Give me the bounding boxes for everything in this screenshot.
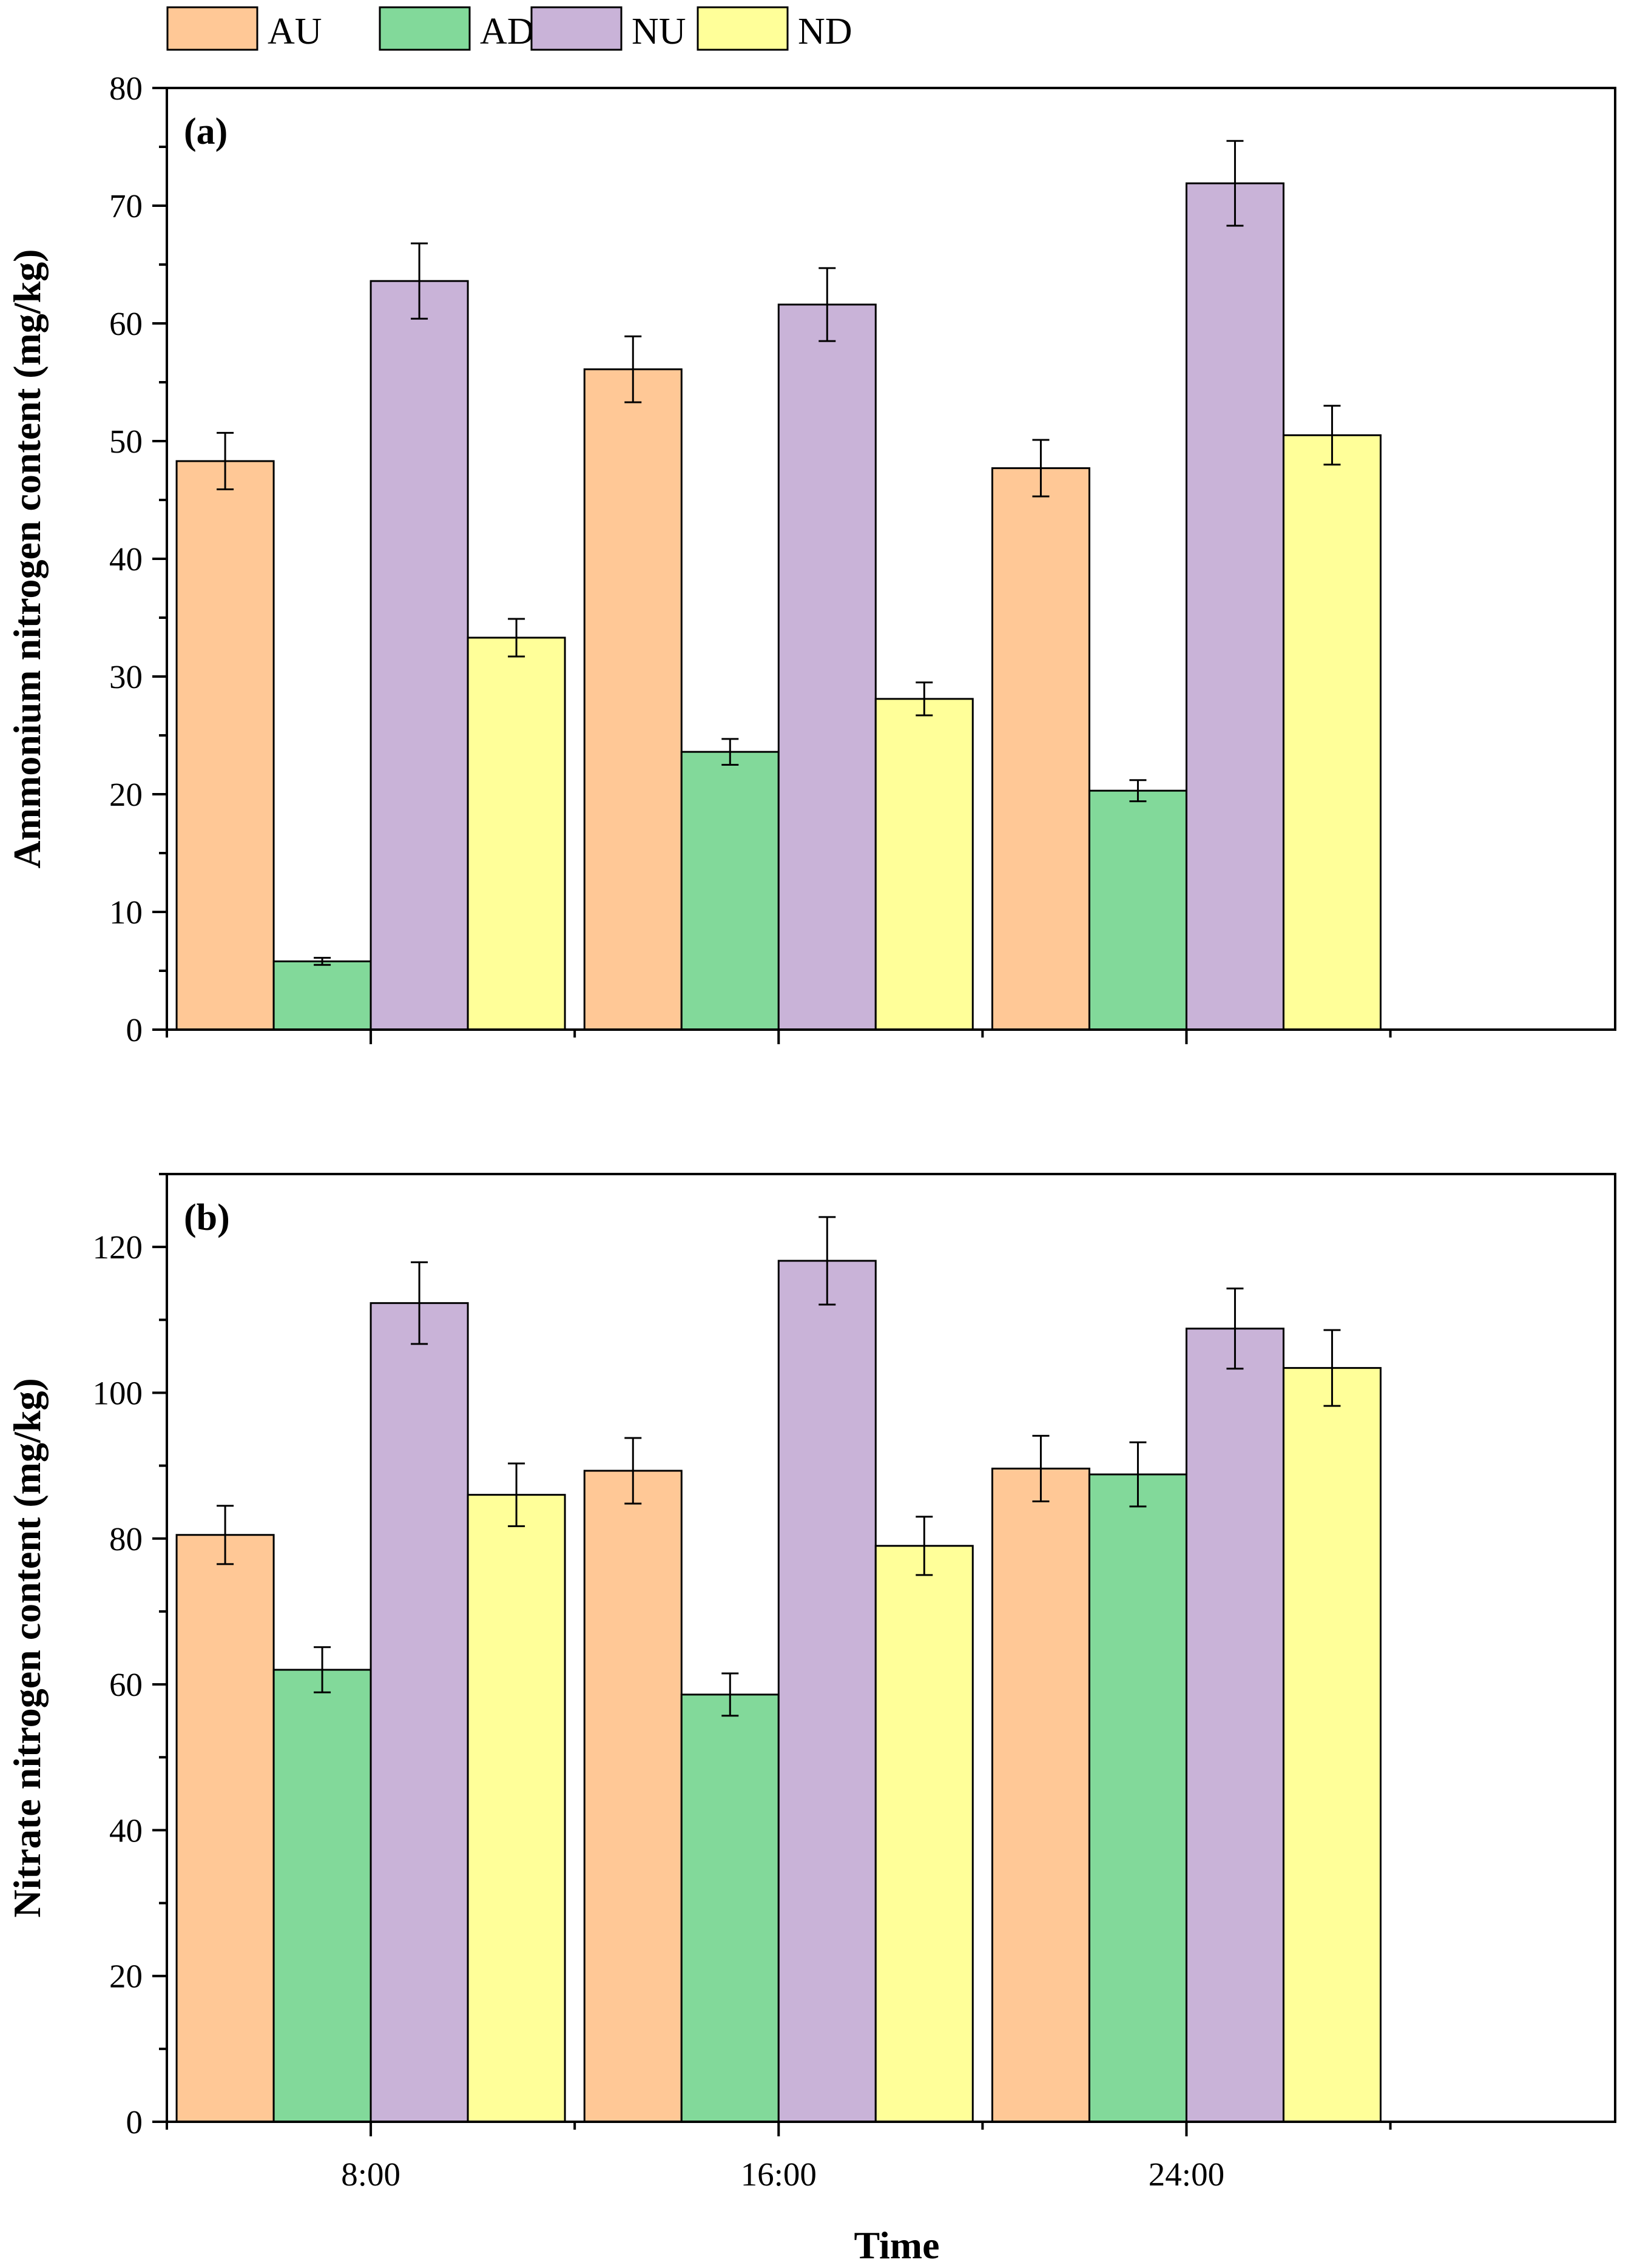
bar-nu-24-00	[1185, 182, 1284, 1031]
y-tick-label: 10	[109, 894, 143, 931]
bar-nd-8-00	[467, 1494, 566, 2123]
y-tick-label: 50	[109, 423, 143, 460]
legend-swatch-nu	[530, 6, 623, 51]
legend-label-ad: AD	[480, 11, 535, 52]
panel-label: (a)	[184, 111, 228, 152]
y-tick-label: 100	[93, 1374, 143, 1411]
x-tick-label-16-00: 16:00	[741, 2156, 817, 2193]
y-tick-label: 80	[109, 1520, 143, 1558]
bar-au-24-00	[991, 467, 1090, 1031]
bar-nu-16-00	[777, 1260, 877, 2123]
legend-swatch-au	[166, 6, 258, 51]
panel-a: 0 10 20 30 40 50 60 70 80 (a) Ammonium nitrogen co…	[5, 70, 1616, 1048]
bar-nd-24-00	[1282, 1367, 1382, 2123]
x-tick-label-24-00: 24:00	[1149, 2156, 1224, 2193]
bar-ad-8-00	[272, 1669, 372, 2123]
y-tick-label: 40	[109, 1812, 143, 1849]
bar-ad-8-00	[272, 960, 372, 1031]
bar-ad-24-00	[1088, 789, 1187, 1031]
legend: AU AD NU ND	[166, 6, 852, 52]
bar-au-24-00	[991, 1467, 1090, 2123]
y-axis-title: Ammonium nitrogen content (mg/kg)	[5, 249, 49, 869]
bar-au-16-00	[583, 1470, 683, 2123]
bar-ad-24-00	[1088, 1473, 1187, 2123]
legend-label-nd: ND	[798, 11, 852, 52]
y-tick-label: 20	[109, 1958, 143, 1995]
legend-swatch-ad	[379, 6, 471, 51]
panel-label: (b)	[184, 1197, 230, 1238]
bar-nu-24-00	[1185, 1328, 1284, 2123]
bar-ad-16-00	[680, 1693, 780, 2123]
y-tick-label: 70	[109, 187, 143, 224]
y-tick-label: 60	[109, 1666, 143, 1703]
bar-nd-16-00	[874, 1545, 974, 2123]
y-tick-label: 40	[109, 541, 143, 578]
bar-nu-16-00	[777, 303, 877, 1031]
bar-au-8-00	[175, 460, 275, 1031]
legend-swatch-nd	[697, 6, 789, 51]
x-axis-title: Time	[854, 2224, 939, 2267]
y-tick-label: 0	[126, 1011, 143, 1048]
legend-label-nu: NU	[632, 11, 686, 52]
bar-nd-16-00	[874, 698, 974, 1031]
y-tick-label: 120	[93, 1229, 143, 1266]
plot-frame	[166, 1173, 1616, 2123]
y-axis-title: Nitrate nitrogen content (mg/kg)	[5, 1378, 49, 1917]
x-tick-label-8-00: 8:00	[341, 2156, 400, 2193]
y-tick-label: 20	[109, 776, 143, 813]
y-tick-label: 0	[126, 2104, 143, 2141]
bar-au-16-00	[583, 368, 683, 1031]
y-tick-label: 80	[109, 70, 143, 107]
bar-ad-16-00	[680, 751, 780, 1031]
bar-nd-8-00	[467, 636, 566, 1031]
y-tick-label: 30	[109, 658, 143, 695]
bar-nu-8-00	[370, 280, 469, 1031]
y-tick-label: 60	[109, 305, 143, 342]
legend-label-au: AU	[268, 11, 322, 52]
bar-nu-8-00	[370, 1302, 469, 2123]
panel-b: 0 20 40 60 80 100 120 8:00 16:00 24:00 (b) Nitrate …	[5, 1173, 1616, 2193]
bar-au-8-00	[175, 1534, 275, 2123]
bar-nd-24-00	[1282, 434, 1382, 1031]
